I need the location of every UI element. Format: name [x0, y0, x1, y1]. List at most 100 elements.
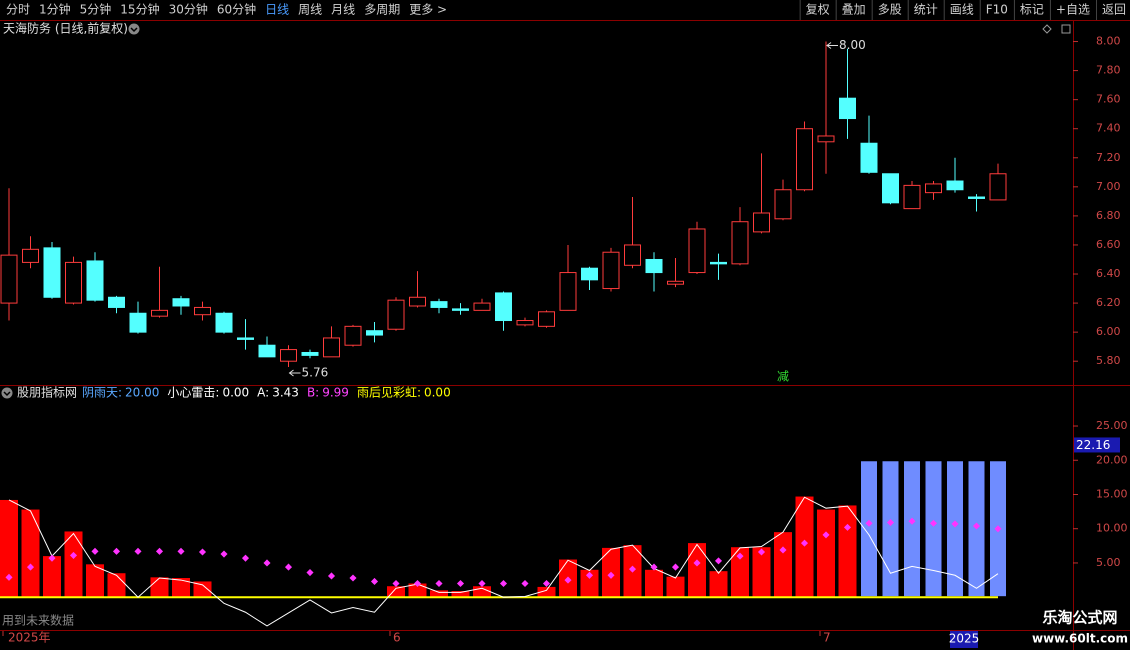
toolbar-button[interactable]: 复权	[806, 3, 830, 17]
indicator-dot	[263, 559, 271, 567]
indicator-dot	[650, 563, 658, 571]
indicator-bar	[880, 459, 901, 599]
indicator-dot	[306, 569, 314, 577]
candle-body	[817, 135, 835, 143]
toolbar-button[interactable]: 返回	[1102, 3, 1126, 17]
indicator-dot	[779, 546, 787, 554]
annotation-label: 5.76	[302, 366, 329, 380]
candle-body	[430, 301, 448, 308]
title-menu-icon[interactable]	[128, 23, 140, 35]
toolbar-item[interactable]: 日线	[265, 3, 289, 17]
candle-body	[516, 320, 534, 326]
indicator-dot	[800, 539, 809, 547]
indicator-bar	[902, 459, 922, 599]
indicator-menu-icon[interactable]	[1, 387, 13, 399]
indicator-dot	[177, 547, 185, 555]
indicator-dot	[478, 579, 486, 588]
cursor-box	[1074, 437, 1120, 453]
candle-body	[301, 351, 319, 356]
indicator-bar	[473, 586, 491, 598]
square-icon[interactable]	[1061, 24, 1071, 34]
candle-body	[495, 292, 512, 322]
indicator-dot	[972, 522, 981, 530]
indicator-bar	[859, 459, 879, 599]
toolbar-item[interactable]: 更多 >	[409, 3, 447, 17]
toolbar-item[interactable]: 1分钟	[39, 2, 71, 17]
y-tick-label: 6.40	[1096, 267, 1121, 280]
toolbar-item[interactable]: 5分钟	[80, 2, 112, 17]
indicator-bar	[817, 509, 835, 598]
date-label: 2025年	[8, 631, 51, 645]
y-tick-label: 7.60	[1096, 93, 1121, 106]
indicator-dot	[26, 563, 35, 571]
indicator-bar	[451, 591, 470, 598]
toolbar-button[interactable]: 画线	[950, 3, 974, 17]
toolbar-item[interactable]: 多周期	[364, 3, 400, 17]
candle-body	[903, 184, 921, 210]
indicator-dot	[564, 576, 572, 584]
toolbar-button[interactable]: F10	[986, 3, 1008, 17]
indicator-dot	[5, 573, 13, 581]
candle-body	[43, 247, 61, 298]
indicator-bar	[86, 564, 104, 598]
legend-value: 20.00	[125, 386, 159, 400]
toolbar-button[interactable]: 统计	[914, 3, 938, 17]
indicator-bar	[945, 459, 965, 599]
candle-body	[538, 311, 555, 327]
toolbar-item[interactable]: 周线	[298, 3, 322, 17]
indicator-bar	[731, 547, 749, 598]
future-note: 用到未来数据	[2, 613, 74, 628]
indicator-menu-chevron	[3, 391, 11, 397]
toolbar-item[interactable]: 月线	[331, 3, 355, 17]
indicator-dot	[198, 548, 207, 556]
candle-body	[108, 296, 125, 308]
indicator-dot	[48, 554, 56, 562]
candle-body	[280, 349, 297, 362]
y-tick-label: 6.60	[1096, 238, 1121, 251]
candle-body	[753, 212, 770, 233]
candle-body	[882, 173, 899, 204]
toolbar-item[interactable]: 15分钟	[120, 2, 159, 17]
indicator-dot	[134, 547, 142, 555]
cursor-label: 22.16	[1076, 438, 1110, 452]
candle-body	[172, 298, 190, 307]
cursor-date: 2025	[949, 632, 980, 646]
toolbar-button[interactable]: 标记	[1020, 3, 1044, 17]
candle-body	[344, 325, 362, 346]
candle-body	[387, 299, 405, 330]
candle-body	[22, 248, 39, 263]
toolbar-item[interactable]: 分时	[6, 3, 30, 17]
diamond-icon[interactable]	[1042, 24, 1052, 34]
indicator-dot	[327, 572, 336, 580]
indicator-dot	[757, 548, 766, 556]
watermark-url: www.60lt.com	[1032, 632, 1128, 646]
toolbar-item[interactable]: 60分钟	[217, 2, 256, 17]
candle-body	[409, 296, 426, 307]
candle-body	[968, 196, 985, 199]
toolbar-item[interactable]: 30分钟	[169, 2, 208, 17]
indicator-dot	[521, 579, 529, 588]
indicator-bar	[387, 586, 405, 598]
indicator-dot	[886, 519, 895, 527]
indicator-dot	[607, 571, 615, 579]
legend-label: 阴雨天:	[82, 386, 122, 400]
candle-body	[258, 344, 276, 358]
candle-body	[151, 309, 168, 317]
indicator-dot	[714, 557, 723, 565]
y-tick-label: 7.00	[1096, 180, 1121, 193]
candle-body	[645, 258, 663, 274]
indicator-dot	[456, 579, 465, 588]
candle-body	[194, 306, 211, 316]
toolbar-button[interactable]: 叠加	[842, 3, 866, 17]
indicator-dot	[392, 579, 400, 588]
indicator-dot	[908, 517, 916, 525]
indicator-dot	[865, 519, 873, 527]
toolbar-button[interactable]: +自选	[1056, 3, 1090, 17]
candle-body	[0, 254, 18, 304]
indicator-dot	[693, 559, 701, 567]
candle-body	[839, 97, 856, 120]
toolbar-button[interactable]: 多股	[878, 3, 902, 17]
y-tick-label: 5.80	[1096, 354, 1121, 367]
indicator-bar	[0, 499, 18, 598]
indicator-bar	[107, 573, 126, 598]
